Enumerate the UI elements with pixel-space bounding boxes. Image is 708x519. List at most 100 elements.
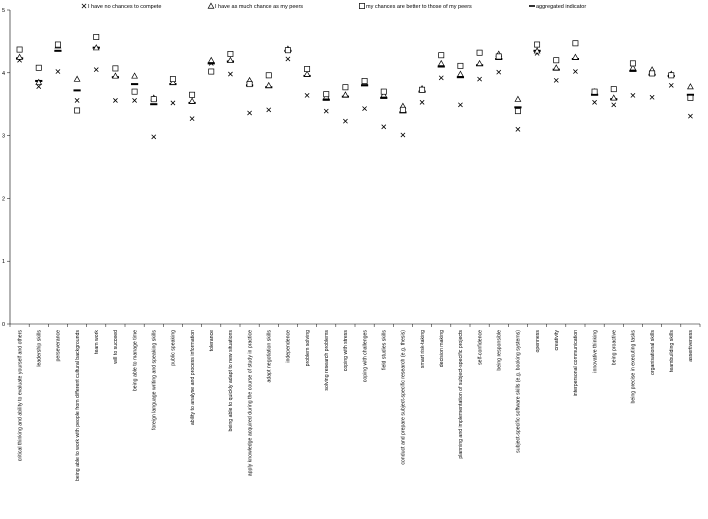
no-chance-point — [36, 84, 42, 89]
category-label: field studies skills — [382, 330, 388, 370]
no-chance-point — [113, 98, 118, 103]
better-chance-point — [629, 60, 636, 67]
no-chance-point — [266, 107, 272, 113]
same-chance-point — [265, 81, 273, 88]
same-chance-point — [342, 91, 349, 98]
better-chance-point — [514, 108, 521, 115]
same-chance-point — [303, 70, 311, 77]
y-tick-label: 4 — [2, 71, 5, 77]
better-chance-point — [649, 70, 656, 77]
aggregated-point — [590, 93, 599, 96]
category-label: organisational skills — [650, 330, 656, 375]
no-chance-point — [400, 132, 406, 138]
no-chance-point — [362, 106, 367, 111]
y-tick-label: 3 — [2, 134, 5, 140]
y-tick-label: 0 — [2, 322, 5, 328]
legend-x-marker — [81, 3, 87, 9]
same-chance-point — [552, 64, 560, 71]
better-chance-point — [438, 52, 445, 59]
no-chance-point — [132, 98, 137, 103]
no-chance-point — [458, 102, 463, 108]
no-chance-point — [553, 77, 559, 83]
no-chance-point — [419, 99, 425, 105]
no-chance-point — [477, 76, 482, 82]
same-chance-point — [629, 64, 637, 71]
better-chance-point — [246, 81, 253, 88]
legend-dash-marker — [529, 5, 535, 7]
legend-label: aggregated indicator — [536, 4, 586, 10]
no-chance-point — [649, 94, 655, 100]
same-chance-point — [16, 53, 23, 60]
legend-label: I have as much chance as my peers — [215, 4, 303, 10]
category-label: will to succeed — [113, 330, 119, 364]
y-tick-label: 5 — [2, 8, 5, 14]
better-chance-point — [74, 107, 81, 114]
no-chance-point — [630, 93, 636, 98]
no-chance-point — [343, 118, 348, 124]
better-chance-point — [399, 106, 406, 113]
same-chance-point — [112, 72, 119, 79]
category-label: solving research problems — [324, 330, 330, 391]
category-label: interpersonal communication — [573, 330, 579, 396]
better-chance-point — [572, 40, 579, 47]
category-label: critical thinking and ability to evaluat… — [17, 330, 23, 462]
same-chance-point — [476, 59, 483, 66]
better-chance-point — [227, 51, 234, 57]
category-label: independence — [286, 330, 292, 363]
aggregated-point — [437, 65, 445, 68]
category-label: decision making — [439, 330, 445, 367]
aggregated-point — [73, 89, 81, 92]
better-chance-point — [284, 47, 291, 54]
category-label: being able to quickly adapt to new situa… — [228, 330, 234, 432]
aggregated-point — [629, 69, 637, 72]
better-chance-point — [495, 53, 502, 60]
better-chance-point — [610, 86, 617, 93]
axes: 0 1 2 3 4 5 — [2, 8, 701, 328]
legend-triangle-marker — [207, 2, 215, 9]
category-label: smart risk-taking — [420, 330, 426, 368]
legend: I have no chances to compete I have as mu… — [81, 2, 586, 10]
no-chance-point — [189, 116, 195, 122]
no-chance-point — [285, 56, 291, 62]
same-chance-point — [514, 95, 522, 102]
better-chance-point — [265, 72, 272, 79]
legend-item: my chances are better to those of my pee… — [359, 3, 472, 10]
category-label: foreign language writing and speaking sk… — [152, 330, 158, 430]
no-chance-point — [151, 134, 157, 140]
same-chance-point — [533, 47, 541, 54]
better-chance-point — [189, 91, 196, 98]
better-chance-point — [419, 86, 426, 93]
category-label: team work — [94, 330, 100, 354]
no-chance-point — [323, 108, 329, 114]
same-chance-point — [437, 59, 445, 66]
no-chance-point — [438, 75, 444, 81]
category-label: creativity — [554, 330, 560, 351]
legend-item: I have as much chance as my peers — [207, 2, 303, 10]
category-label: tolerance — [209, 330, 215, 351]
same-chance-point — [188, 97, 196, 104]
legend-item: aggregated indicator — [529, 4, 586, 10]
aggregated-point — [322, 98, 330, 101]
better-chance-point — [323, 91, 330, 98]
aggregated-point — [360, 84, 369, 87]
no-chance-point — [55, 69, 61, 74]
category-label: openness — [535, 330, 541, 353]
better-chance-point — [687, 94, 694, 101]
better-chance-point — [93, 34, 100, 40]
no-chance-point — [688, 113, 693, 119]
category-label: public speaking — [171, 330, 177, 366]
aggregated-point — [130, 83, 139, 86]
category-label: leadership skills — [37, 330, 43, 367]
y-tick-label: 1 — [2, 259, 5, 265]
category-label: adapt negotiation skills — [267, 330, 273, 383]
same-chance-point — [207, 56, 215, 63]
category-label: apply knowledge acquired during the cour… — [247, 330, 253, 476]
no-chance-point — [228, 71, 233, 77]
same-chance-point — [572, 53, 579, 60]
category-label: self-confidence — [477, 330, 483, 365]
same-chance-point — [610, 94, 618, 101]
no-chance-point — [381, 124, 387, 130]
better-chance-point — [553, 57, 560, 64]
better-chance-point — [304, 66, 311, 72]
